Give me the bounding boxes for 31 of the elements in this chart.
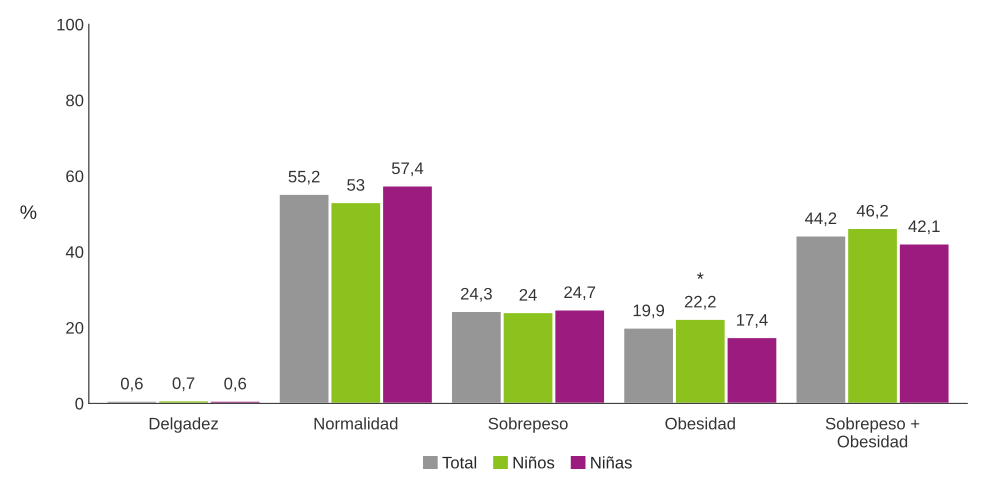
legend-label: Niñas <box>591 456 632 469</box>
x-tick-label: Delgadez <box>150 417 218 433</box>
x-tick-label: Sobrepeso <box>488 417 568 433</box>
data-label: 17,4 <box>737 314 768 328</box>
annotation: * <box>697 272 704 279</box>
data-label: 42,1 <box>908 220 940 234</box>
y-tick-label: 60 <box>66 170 84 182</box>
legend-label: Total <box>442 456 476 469</box>
x-tick-label: Sobrepeso + Obesidad <box>826 417 920 448</box>
data-label: 46,2 <box>856 204 888 219</box>
data-label: 22,2 <box>684 296 716 310</box>
data-label: 19,9 <box>634 304 664 318</box>
data-label: 24 <box>520 288 537 301</box>
x-tick-label: Normalidad <box>314 417 398 430</box>
data-label: 0,6 <box>224 378 246 392</box>
data-label: 24,3 <box>460 288 492 302</box>
y-tick-label: 40 <box>66 246 84 258</box>
legend-label: Niños <box>514 456 554 469</box>
y-tick-label: 20 <box>66 322 84 334</box>
data-label: 0,7 <box>172 377 194 392</box>
y-tick-label: 80 <box>66 94 84 106</box>
data-label: 24,7 <box>564 286 596 300</box>
data-label: 53 <box>347 179 364 191</box>
y-axis-title: % <box>20 205 36 219</box>
data-label: 55,2 <box>288 170 320 184</box>
data-label: 0,6 <box>120 378 143 392</box>
data-label: 57,4 <box>392 162 424 176</box>
x-tick-label: Obesidad <box>665 417 735 430</box>
data-label: 44,2 <box>805 212 836 226</box>
y-tick-label: 0 <box>75 398 84 410</box>
y-tick-label: 100 <box>57 18 84 31</box>
